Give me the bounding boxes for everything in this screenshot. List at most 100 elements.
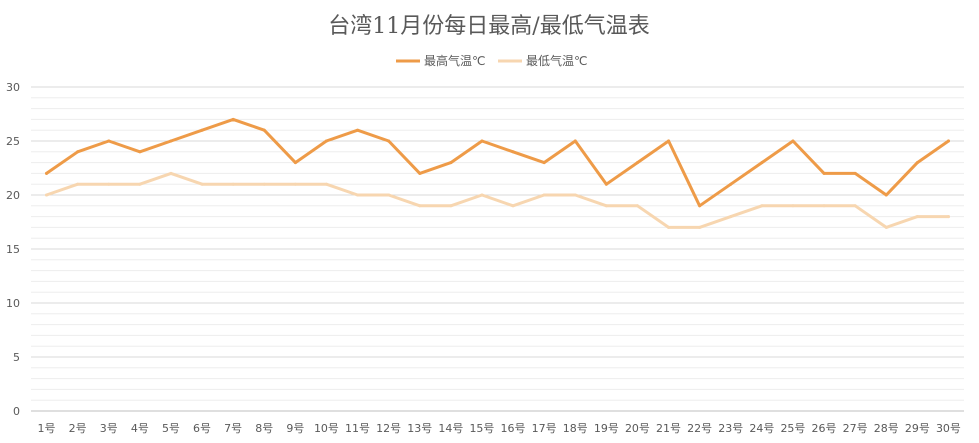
x-tick-label: 21号: [656, 422, 681, 435]
series-line-high: [45, 117, 950, 208]
x-tick-label: 19号: [594, 422, 619, 435]
data-point-high: [946, 139, 950, 143]
data-point-high: [138, 150, 142, 154]
y-tick-label: 30: [6, 81, 20, 94]
data-point-low: [200, 182, 204, 186]
x-tick-label: 29号: [905, 422, 930, 435]
data-point-high: [231, 117, 235, 121]
legend: 最高气温℃ 最低气温℃: [396, 53, 587, 68]
data-point-high: [822, 171, 826, 175]
data-point-low: [169, 171, 173, 175]
x-tick-label: 6号: [193, 422, 211, 435]
data-point-low: [853, 204, 857, 208]
x-tick-label: 24号: [749, 422, 774, 435]
data-point-low: [884, 225, 888, 229]
data-points: [45, 117, 950, 229]
x-tick-label: 13号: [407, 422, 432, 435]
data-point-low: [324, 182, 328, 186]
data-point-low: [480, 193, 484, 197]
data-point-high: [604, 182, 608, 186]
x-tick-label: 20号: [625, 422, 650, 435]
data-point-high: [262, 128, 266, 132]
data-point-low: [45, 193, 49, 197]
data-point-low: [542, 193, 546, 197]
data-point-high: [667, 139, 671, 143]
x-tick-label: 22号: [687, 422, 712, 435]
data-point-high: [884, 193, 888, 197]
data-point-low: [356, 193, 360, 197]
data-point-high: [729, 182, 733, 186]
data-point-high: [542, 161, 546, 165]
data-point-low: [387, 193, 391, 197]
chart-title: 台湾11月份每日最高/最低气温表: [328, 14, 649, 39]
legend-item-high: 最高气温℃: [396, 53, 485, 68]
x-tick-label: 8号: [255, 422, 273, 435]
x-tick-label: 30号: [936, 422, 961, 435]
data-point-low: [729, 215, 733, 219]
x-tick-label: 14号: [438, 422, 463, 435]
series-line-low: [45, 171, 950, 229]
data-point-low: [262, 182, 266, 186]
data-point-high: [293, 161, 297, 165]
data-point-high: [200, 128, 204, 132]
x-axis-ticks: 1号 2号 3号 4号 5号 6号 7号 8号 9号 10号 11号 12号 13号 14号 15号 16号 1…: [38, 422, 961, 435]
y-axis-ticks: 0 5 10 15 20 25 30: [6, 81, 20, 418]
data-point-low: [138, 182, 142, 186]
data-point-high: [760, 161, 764, 165]
data-point-high: [480, 139, 484, 143]
x-tick-label: 4号: [131, 422, 149, 435]
x-tick-label: 15号: [469, 422, 494, 435]
data-point-high: [915, 161, 919, 165]
data-point-high: [511, 150, 515, 154]
data-point-high: [698, 204, 702, 208]
y-tick-label: 25: [6, 135, 20, 148]
y-tick-label: 0: [13, 405, 20, 418]
data-point-low: [573, 193, 577, 197]
x-tick-label: 2号: [69, 422, 87, 435]
x-tick-label: 16号: [501, 422, 526, 435]
x-tick-label: 28号: [874, 422, 899, 435]
data-point-high: [387, 139, 391, 143]
data-point-low: [107, 182, 111, 186]
data-point-low: [946, 215, 950, 219]
data-point-low: [667, 225, 671, 229]
legend-item-low: 最低气温℃: [498, 53, 587, 68]
data-point-high: [107, 139, 111, 143]
data-point-high: [76, 150, 80, 154]
data-point-low: [760, 204, 764, 208]
data-point-high: [791, 139, 795, 143]
y-tick-label: 5: [13, 351, 20, 364]
y-tick-label: 20: [6, 189, 20, 202]
data-point-high: [169, 139, 173, 143]
data-point-low: [635, 204, 639, 208]
data-point-low: [418, 204, 422, 208]
data-point-high: [418, 171, 422, 175]
x-tick-label: 26号: [812, 422, 837, 435]
data-point-high: [635, 161, 639, 165]
y-tick-label: 15: [6, 243, 20, 256]
data-point-low: [604, 204, 608, 208]
data-point-low: [791, 204, 795, 208]
x-tick-label: 12号: [376, 422, 401, 435]
x-tick-label: 5号: [162, 422, 180, 435]
x-tick-label: 27号: [843, 422, 868, 435]
data-point-high: [356, 128, 360, 132]
x-tick-label: 11号: [345, 422, 370, 435]
data-point-low: [76, 182, 80, 186]
x-tick-label: 17号: [532, 422, 557, 435]
x-tick-label: 25号: [780, 422, 805, 435]
data-point-high: [853, 171, 857, 175]
data-point-high: [45, 171, 49, 175]
data-point-high: [573, 139, 577, 143]
y-tick-label: 10: [6, 297, 20, 310]
legend-label-low: 最低气温℃: [526, 53, 587, 68]
x-tick-label: 9号: [286, 422, 304, 435]
x-tick-label: 23号: [718, 422, 743, 435]
x-tick-label: 1号: [38, 422, 56, 435]
data-point-low: [293, 182, 297, 186]
x-tick-label: 10号: [314, 422, 339, 435]
x-tick-label: 18号: [563, 422, 588, 435]
data-point-low: [698, 225, 702, 229]
data-point-high: [324, 139, 328, 143]
